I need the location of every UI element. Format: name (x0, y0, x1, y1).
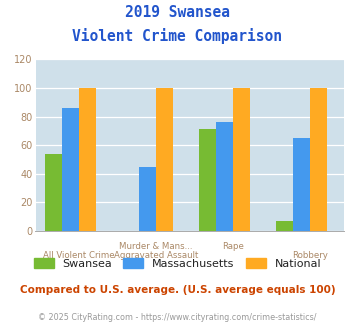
Text: All Violent Crime: All Violent Crime (43, 251, 115, 260)
Bar (310, 88, 327, 231)
Legend: Swansea, Massachusetts, National: Swansea, Massachusetts, National (34, 258, 321, 269)
Text: Aggravated Assault: Aggravated Assault (114, 251, 198, 260)
Text: Rape: Rape (222, 242, 244, 251)
Bar (277, 221, 293, 231)
Text: Robbery: Robbery (293, 251, 328, 260)
Bar (199, 129, 216, 231)
Bar (216, 122, 233, 231)
Text: © 2025 CityRating.com - https://www.cityrating.com/crime-statistics/: © 2025 CityRating.com - https://www.city… (38, 314, 317, 322)
Bar (139, 167, 156, 231)
Text: Compared to U.S. average. (U.S. average equals 100): Compared to U.S. average. (U.S. average … (20, 285, 335, 295)
Bar (45, 154, 62, 231)
Bar (62, 108, 79, 231)
Bar (79, 88, 96, 231)
Text: Violent Crime Comparison: Violent Crime Comparison (72, 28, 283, 44)
Bar (233, 88, 250, 231)
Text: 2019 Swansea: 2019 Swansea (125, 5, 230, 20)
Text: Murder & Mans...: Murder & Mans... (119, 242, 193, 251)
Bar (156, 88, 173, 231)
Bar (293, 138, 310, 231)
